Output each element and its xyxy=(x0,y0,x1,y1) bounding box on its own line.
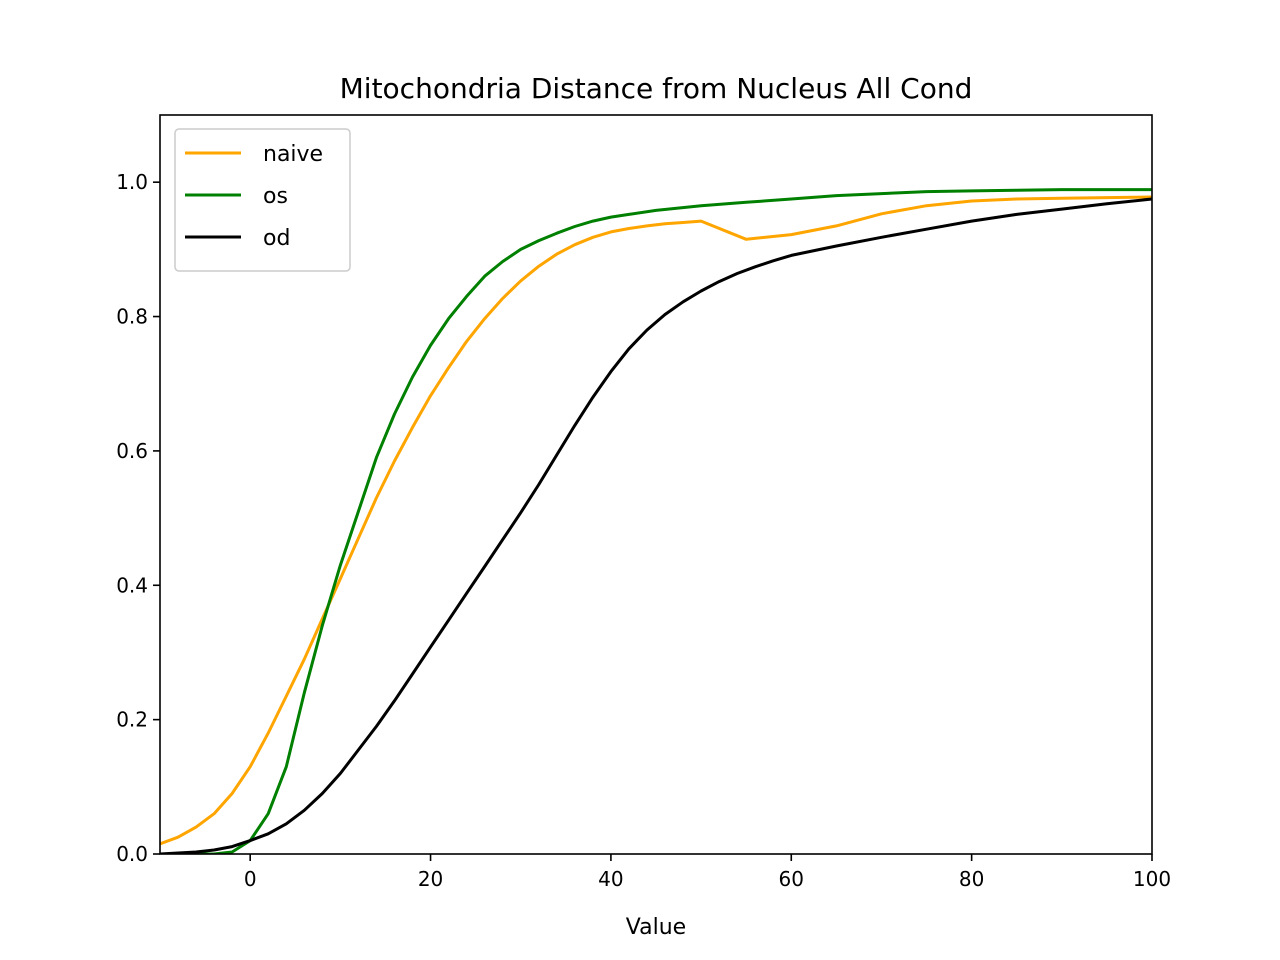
x-tick-label: 40 xyxy=(598,867,623,891)
x-tick-label: 20 xyxy=(418,867,443,891)
x-tick-label: 80 xyxy=(959,867,984,891)
plot-frame xyxy=(159,114,1153,855)
y-tick-label: 0.2 xyxy=(116,708,148,732)
series-line-od xyxy=(160,197,1152,854)
y-tick-label: 0.0 xyxy=(116,842,148,866)
x-tick-label: 0 xyxy=(244,867,257,891)
x-tick-label: 100 xyxy=(1133,867,1171,891)
legend: naive os od xyxy=(174,128,351,272)
legend-label-os: os xyxy=(263,184,288,209)
x-tick-label: 60 xyxy=(779,867,804,891)
y-tick-label: 1.0 xyxy=(116,170,148,194)
axes-group: 0 20 40 60 80 100 0.0 0.2 0.4 0.6 0.8 1.0 xyxy=(116,114,1171,891)
series-line-naive xyxy=(160,195,1152,846)
series-line-os xyxy=(160,188,1152,854)
legend-label-naive: naive xyxy=(263,142,323,167)
x-axis-label: Value xyxy=(626,915,686,940)
y-tick-label: 0.8 xyxy=(116,305,148,329)
y-tick-label: 0.4 xyxy=(116,573,148,597)
y-tick-label: 0.6 xyxy=(116,439,148,463)
series-group xyxy=(160,188,1152,854)
legend-label-od: od xyxy=(263,226,290,251)
chart-title: Mitochondria Distance from Nucleus All C… xyxy=(340,72,973,105)
